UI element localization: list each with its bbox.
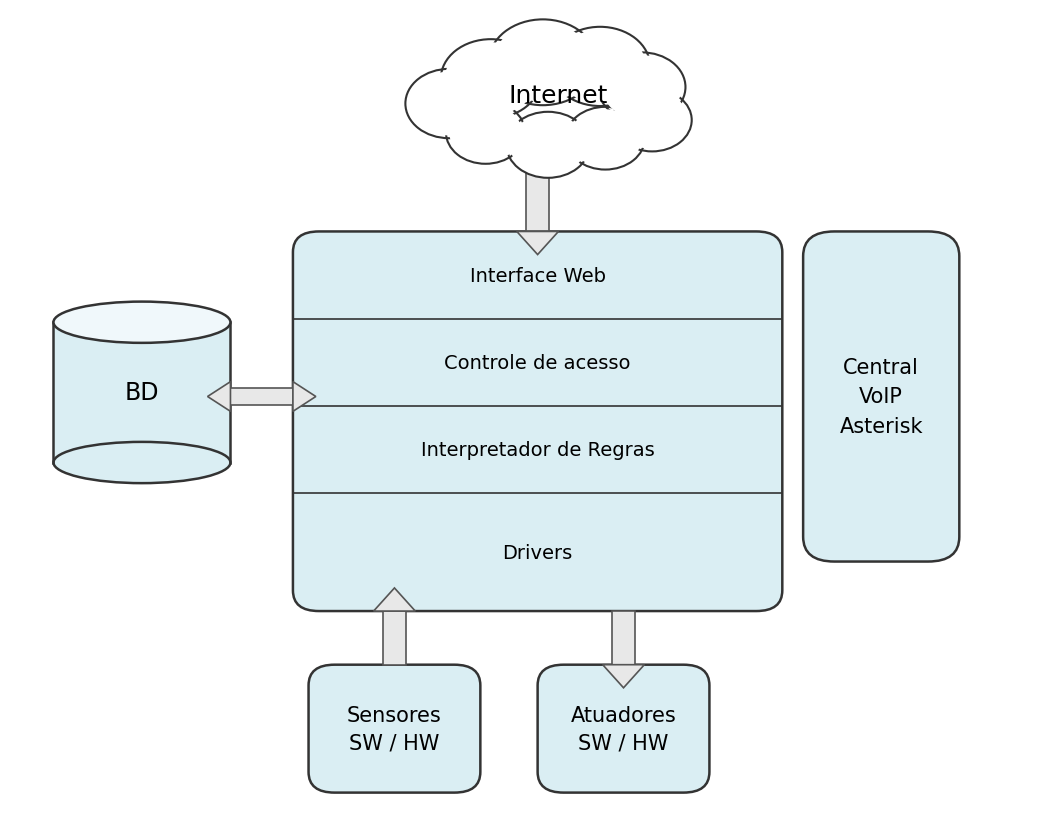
Circle shape bbox=[616, 92, 689, 150]
FancyBboxPatch shape bbox=[803, 232, 959, 562]
Circle shape bbox=[449, 104, 522, 162]
Circle shape bbox=[550, 28, 650, 107]
Circle shape bbox=[601, 56, 682, 120]
Circle shape bbox=[489, 21, 597, 106]
Bar bbox=[231, 389, 293, 405]
Polygon shape bbox=[517, 121, 559, 144]
Circle shape bbox=[441, 41, 541, 119]
Circle shape bbox=[569, 110, 642, 168]
FancyBboxPatch shape bbox=[538, 665, 710, 792]
Circle shape bbox=[598, 53, 686, 122]
Circle shape bbox=[566, 108, 645, 170]
Text: Interpretador de Regras: Interpretador de Regras bbox=[421, 441, 655, 460]
Polygon shape bbox=[602, 665, 644, 688]
Circle shape bbox=[509, 115, 587, 176]
Text: Drivers: Drivers bbox=[502, 543, 573, 562]
Text: Atuadores
SW / HW: Atuadores SW / HW bbox=[571, 705, 677, 753]
Circle shape bbox=[613, 89, 692, 152]
Bar bbox=[383, 611, 406, 665]
Text: Sensores
SW / HW: Sensores SW / HW bbox=[347, 705, 442, 753]
Bar bbox=[526, 144, 549, 232]
Text: BD: BD bbox=[124, 381, 159, 405]
Ellipse shape bbox=[53, 442, 231, 484]
Text: Central
VoIP
Asterisk: Central VoIP Asterisk bbox=[839, 357, 923, 437]
Text: Internet: Internet bbox=[508, 84, 609, 108]
Circle shape bbox=[409, 73, 490, 136]
Text: Interface Web: Interface Web bbox=[470, 266, 606, 285]
FancyBboxPatch shape bbox=[293, 232, 782, 611]
Circle shape bbox=[554, 31, 646, 103]
FancyBboxPatch shape bbox=[309, 665, 480, 792]
Polygon shape bbox=[517, 232, 559, 256]
Text: Controle de acesso: Controle de acesso bbox=[445, 353, 631, 372]
Polygon shape bbox=[374, 588, 416, 611]
Bar bbox=[612, 611, 635, 665]
Circle shape bbox=[446, 102, 525, 165]
Polygon shape bbox=[208, 382, 231, 412]
Circle shape bbox=[405, 69, 493, 139]
Ellipse shape bbox=[53, 302, 231, 343]
Polygon shape bbox=[293, 382, 316, 412]
Circle shape bbox=[506, 112, 590, 179]
Bar bbox=[53, 323, 231, 463]
Circle shape bbox=[493, 24, 593, 103]
Circle shape bbox=[445, 43, 537, 116]
